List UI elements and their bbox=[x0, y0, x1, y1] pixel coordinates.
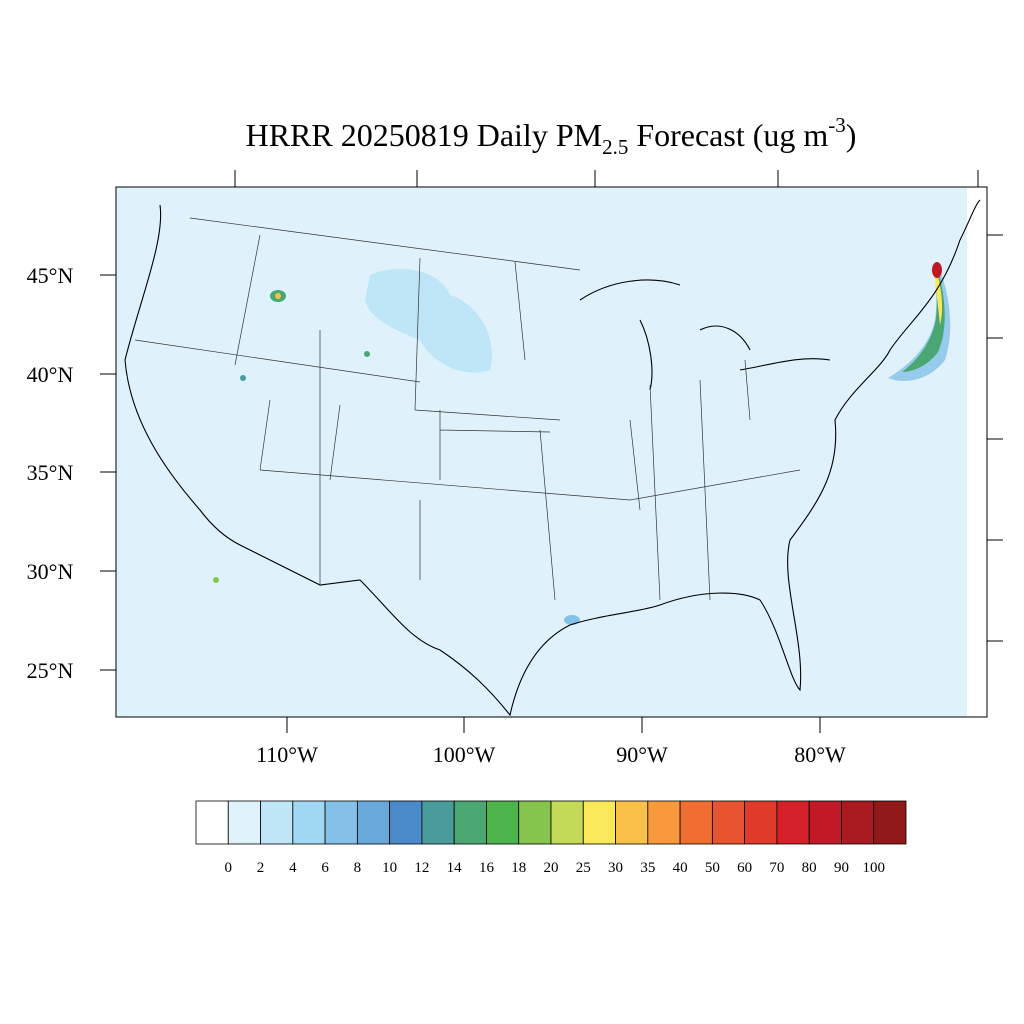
coastline bbox=[124, 199, 981, 717]
colorbar-box bbox=[873, 800, 907, 845]
great-lakes bbox=[579, 279, 831, 391]
smoke-plume bbox=[902, 270, 945, 372]
colorbar-box bbox=[744, 800, 778, 845]
title-main: HRRR 20250819 Daily PM bbox=[246, 117, 602, 153]
lon-label: 80°W bbox=[794, 742, 846, 767]
colorbar-label: 40 bbox=[673, 860, 688, 876]
colorbar-box bbox=[550, 800, 584, 845]
title-end: ) bbox=[846, 117, 857, 153]
colorbar-box bbox=[195, 800, 229, 845]
colorbar-label: 50 bbox=[705, 860, 720, 876]
fire-spot bbox=[275, 293, 281, 299]
colorbar-label: 35 bbox=[640, 860, 655, 876]
smoke-core bbox=[932, 262, 942, 278]
colorbar-box bbox=[615, 800, 649, 845]
colorbar-box bbox=[324, 800, 358, 845]
colorbar-label: 0 bbox=[225, 860, 233, 876]
colorbar-label: 2 bbox=[257, 860, 265, 876]
colorbar-label: 4 bbox=[289, 860, 297, 876]
colorbar-box bbox=[292, 800, 326, 845]
fire-spot bbox=[240, 375, 246, 381]
colorbar-box bbox=[486, 800, 520, 845]
colorbar-label: 12 bbox=[414, 860, 429, 876]
colorbar-box bbox=[227, 800, 261, 845]
frame-ticks bbox=[100, 170, 1003, 733]
colorbar-label: 60 bbox=[737, 860, 752, 876]
colorbar-box bbox=[260, 800, 294, 845]
colorbar-label: 90 bbox=[834, 860, 849, 876]
domain-edge bbox=[967, 187, 987, 717]
title-sup: -3 bbox=[828, 113, 846, 137]
smoke-area bbox=[365, 268, 492, 373]
colorbar-box bbox=[356, 800, 391, 845]
colorbar-box bbox=[776, 800, 810, 845]
lat-label: 45°N bbox=[27, 263, 74, 288]
colorbar-box bbox=[647, 800, 681, 845]
lat-label: 30°N bbox=[27, 559, 74, 584]
colorbar-label: 80 bbox=[802, 860, 817, 876]
colorbar-label: 18 bbox=[511, 860, 526, 876]
fire-spot bbox=[364, 351, 370, 357]
smoke-area bbox=[564, 615, 580, 625]
colorbar-label: 25 bbox=[576, 860, 591, 876]
colorbar-label: 30 bbox=[608, 860, 623, 876]
smoke-plume bbox=[934, 268, 943, 325]
lon-label: 100°W bbox=[433, 742, 496, 767]
colorbar-box bbox=[841, 800, 875, 845]
colorbar-label: 20 bbox=[544, 860, 559, 876]
colorbar-label: 14 bbox=[447, 860, 463, 876]
colorbar-label: 8 bbox=[354, 860, 362, 876]
map-area bbox=[100, 170, 1003, 733]
map-background bbox=[116, 187, 987, 717]
title-middle: Forecast (ug m bbox=[628, 117, 828, 153]
state-borders bbox=[134, 217, 801, 601]
colorbar-box bbox=[518, 800, 552, 845]
colorbar-label: 100 bbox=[862, 860, 885, 876]
colorbar-label: 70 bbox=[769, 860, 784, 876]
lon-label: 90°W bbox=[616, 742, 668, 767]
lat-label: 40°N bbox=[27, 362, 74, 387]
colorbar-box bbox=[711, 800, 746, 845]
colorbar-box bbox=[808, 800, 842, 845]
colorbar: 0 2 4 6 8 10 12 14 16 18 20 25 30 35 40 50 60 70 80 90 100 bbox=[195, 800, 907, 876]
colorbar-label: 10 bbox=[382, 860, 397, 876]
lon-label: 110°W bbox=[256, 742, 318, 767]
map-frame bbox=[115, 186, 988, 718]
colorbar-box bbox=[389, 800, 423, 845]
lat-label: 35°N bbox=[27, 460, 74, 485]
title-sub: 2.5 bbox=[602, 135, 628, 159]
lat-label: 25°N bbox=[27, 658, 74, 683]
fire-spot bbox=[213, 577, 219, 583]
colorbar-box bbox=[453, 800, 487, 845]
colorbar-label: 6 bbox=[321, 860, 329, 876]
title: HRRR 20250819 Daily PM2.5 Forecast (ug m… bbox=[246, 113, 857, 159]
colorbar-label: 16 bbox=[479, 860, 495, 876]
colorbar-box bbox=[679, 800, 713, 845]
colorbar-box bbox=[421, 800, 455, 845]
axis-labels: 45°N 40°N 35°N 30°N 25°N 110°W 100°W 90°W 80°W bbox=[27, 263, 846, 767]
colorbar-box bbox=[582, 800, 616, 845]
